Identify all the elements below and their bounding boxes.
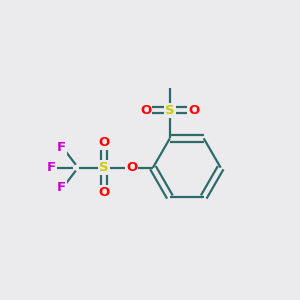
Text: F: F xyxy=(57,141,66,154)
Text: F: F xyxy=(57,181,66,194)
Text: O: O xyxy=(188,104,200,117)
Text: S: S xyxy=(99,161,109,174)
Text: F: F xyxy=(47,161,56,174)
Text: S: S xyxy=(165,104,175,117)
Text: O: O xyxy=(126,161,137,174)
Text: O: O xyxy=(140,104,152,117)
Text: O: O xyxy=(98,136,110,149)
Text: O: O xyxy=(98,186,110,199)
